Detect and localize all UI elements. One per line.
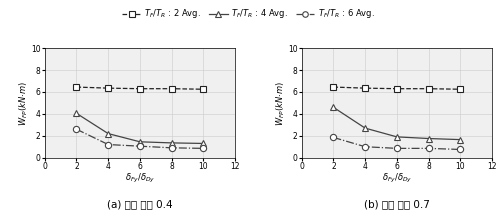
Text: (a) 내력 비율 0.4: (a) 내력 비율 0.4: [107, 199, 173, 209]
Legend: $T_F/T_R$ : 2 Avg., $T_F/T_R$ : 4 Avg., $T_F/T_R$ : 6 Avg.: $T_F/T_R$ : 2 Avg., $T_F/T_R$ : 4 Avg., …: [119, 4, 378, 24]
X-axis label: $\delta_{Fy}/\delta_{Dy}$: $\delta_{Fy}/\delta_{Dy}$: [382, 172, 412, 185]
Y-axis label: $W_{FP}(kN{\cdot}m)$: $W_{FP}(kN{\cdot}m)$: [17, 80, 29, 125]
Text: (b) 내력 비율 0.7: (b) 내력 비율 0.7: [364, 199, 430, 209]
Y-axis label: $W_{FP}(kN{\cdot}m)$: $W_{FP}(kN{\cdot}m)$: [274, 80, 286, 125]
X-axis label: $\delta_{Fy}/\delta_{Dy}$: $\delta_{Fy}/\delta_{Dy}$: [125, 172, 155, 185]
